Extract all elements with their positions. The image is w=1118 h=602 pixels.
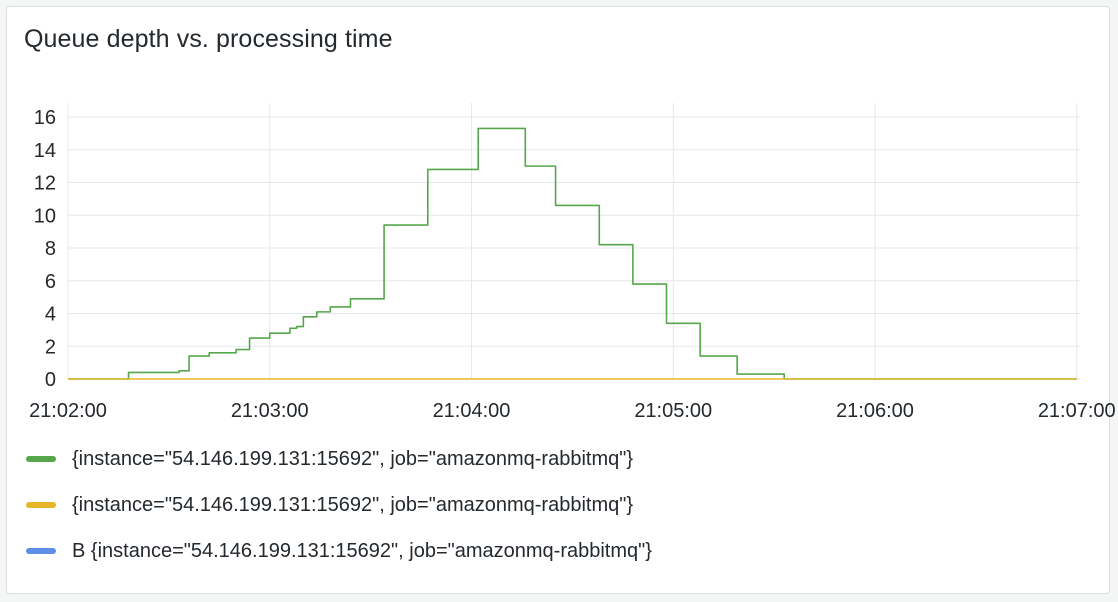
legend-label: B {instance="54.146.199.131:15692", job=… <box>72 539 652 562</box>
x-tick-label: 21:05:00 <box>634 400 712 422</box>
x-axis: 21:02:00 21:03:00 21:04:00 21:05:00 21:06:00… <box>29 400 1116 422</box>
legend-swatch <box>26 502 56 508</box>
legend-swatch <box>26 456 56 462</box>
x-tick-label: 21:02:00 <box>29 400 107 422</box>
legend-label: {instance="54.146.199.131:15692", job="a… <box>72 493 634 516</box>
grid-lines <box>67 103 1080 380</box>
legend-item[interactable]: {instance="54.146.199.131:15692", job="a… <box>26 482 652 528</box>
y-tick-label: 0 <box>45 369 56 391</box>
y-tick-label: 16 <box>34 107 56 129</box>
legend: {instance="54.146.199.131:15692", job="a… <box>26 436 652 574</box>
x-tick-label: 21:06:00 <box>836 400 914 422</box>
y-tick-label: 14 <box>34 140 56 162</box>
y-tick-label: 4 <box>45 304 56 326</box>
y-tick-label: 8 <box>45 238 56 260</box>
x-tick-label: 21:04:00 <box>433 400 511 422</box>
y-axis: 0 2 4 6 8 10 12 14 16 <box>34 107 56 391</box>
y-tick-label: 12 <box>34 173 56 195</box>
y-tick-label: 6 <box>45 271 56 293</box>
y-tick-label: 2 <box>45 336 56 358</box>
legend-item[interactable]: {instance="54.146.199.131:15692", job="a… <box>26 436 652 482</box>
legend-item[interactable]: B {instance="54.146.199.131:15692", job=… <box>26 528 652 574</box>
y-tick-label: 10 <box>34 205 56 227</box>
legend-label: {instance="54.146.199.131:15692", job="a… <box>72 447 634 470</box>
panel-title: Queue depth vs. processing time <box>24 25 393 53</box>
series-line-1 <box>68 127 1077 380</box>
x-tick-label: 21:07:00 <box>1038 400 1116 422</box>
x-tick-label: 21:03:00 <box>231 400 309 422</box>
series-lines <box>68 127 1077 380</box>
legend-swatch <box>26 548 56 554</box>
chart-panel: Queue depth vs. processing time <box>6 6 1110 594</box>
